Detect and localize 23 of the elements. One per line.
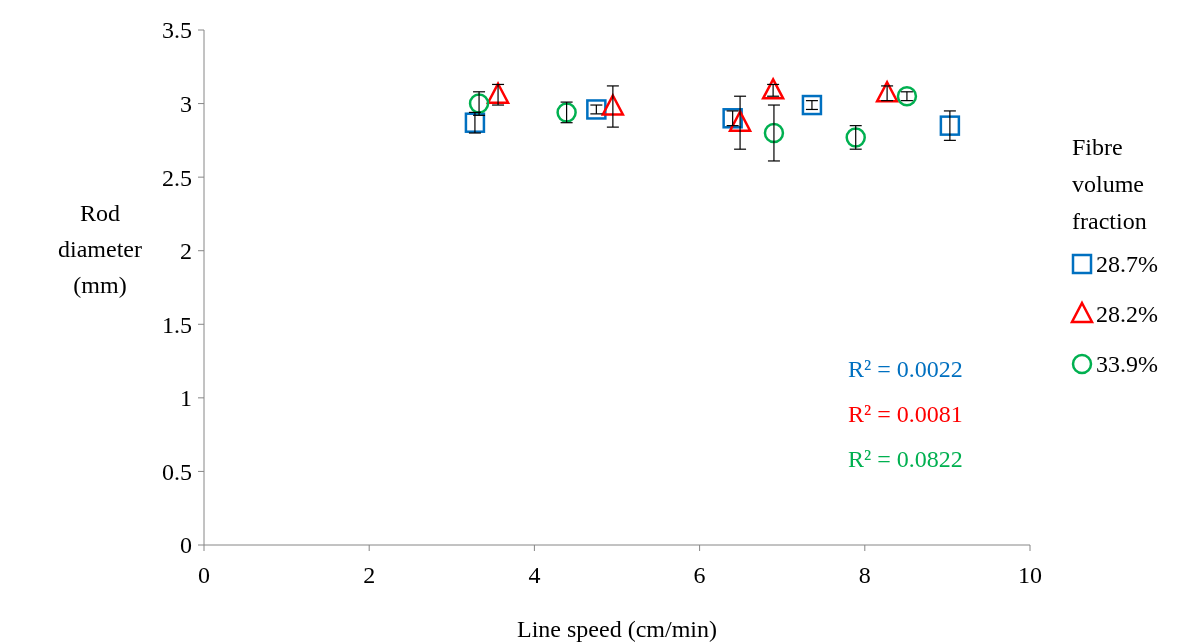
y-tick-label: 2 <box>180 238 192 265</box>
y-tick-label: 0 <box>180 532 192 559</box>
y-tick-label: 2.5 <box>162 164 192 191</box>
x-tick-label: 6 <box>693 562 706 588</box>
x-tick-label: 8 <box>858 562 871 588</box>
legend-label: 28.7% <box>1096 251 1158 277</box>
y-tick-label: 1 <box>180 385 192 412</box>
x-tick-label: 0 <box>198 562 210 588</box>
legend-label: 33.9% <box>1096 351 1158 377</box>
x-tick-label: 2 <box>363 562 376 588</box>
y-tick-label: 1.5 <box>162 311 192 338</box>
annotation: R² = 0.0081 <box>848 401 963 427</box>
legend-title: Fibre volume fraction <box>1072 134 1147 234</box>
x-axis-title: Line speed (cm/min) <box>517 616 717 642</box>
y-tick-label: 3.5 <box>162 17 192 44</box>
legend-label: 28.2% <box>1096 301 1158 327</box>
y-axis-title: Rod diameter (mm) <box>58 199 142 298</box>
annotation: R² = 0.0022 <box>848 356 963 382</box>
x-tick-label: 4 <box>528 562 541 588</box>
y-tick-label: 3 <box>180 90 192 117</box>
y-tick-label: 0.5 <box>162 458 192 485</box>
x-tick-label: 10 <box>1018 562 1042 588</box>
annotation: R² = 0.0822 <box>848 446 963 472</box>
